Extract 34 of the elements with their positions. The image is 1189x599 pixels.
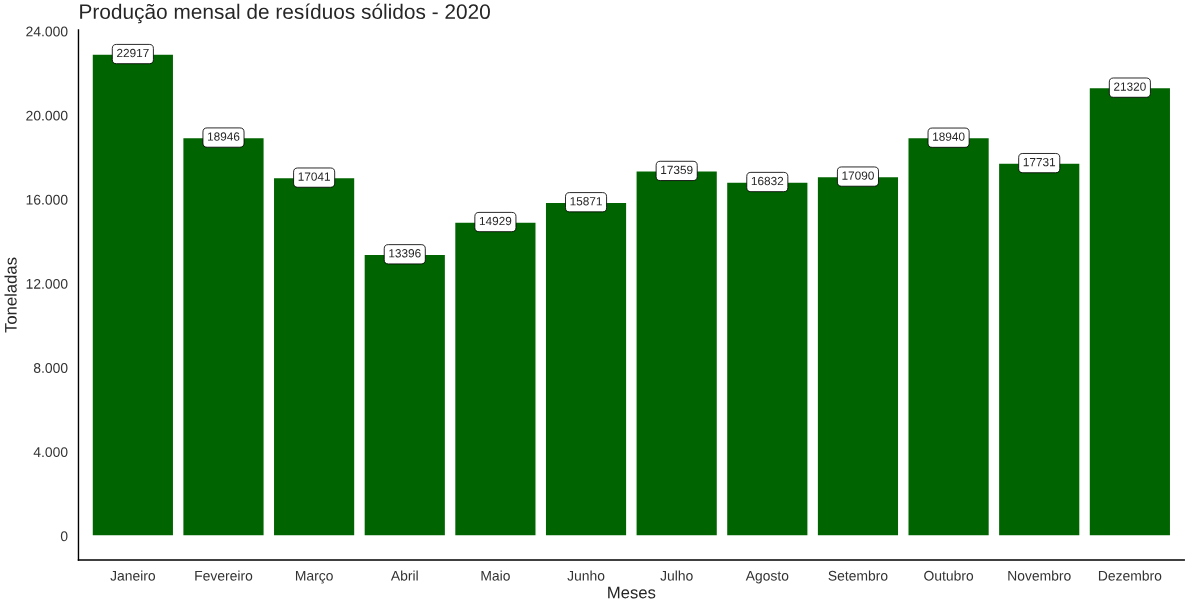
x-tick-label: Março	[295, 570, 333, 584]
y-tick-label: 4.000	[33, 447, 68, 458]
x-tick-label: Junho	[567, 570, 605, 581]
data-label: 17090	[842, 171, 874, 180]
x-tick-label: Fevereiro	[195, 570, 253, 581]
data-label: 17731	[1023, 157, 1056, 167]
x-tick-label: Agosto	[745, 570, 789, 584]
y-tick-label: 0	[60, 531, 68, 542]
y-axis-title: Toneladas	[4, 257, 17, 333]
data-label: 14929	[479, 216, 512, 226]
x-axis-title: Meses	[608, 586, 656, 599]
data-label: 18946	[207, 132, 240, 141]
y-tick-label: 20.000	[26, 110, 68, 121]
x-tick-label: Janeiro	[110, 570, 156, 581]
data-label: 16832	[751, 176, 784, 186]
x-tick-label: Abril	[390, 570, 418, 581]
y-tick-label: 12.000	[26, 278, 68, 289]
data-label: 13396	[389, 249, 421, 258]
data-label: 17041	[298, 172, 330, 181]
x-tick-label: Maio	[481, 570, 510, 581]
x-tick-label: Setembro	[828, 570, 888, 581]
y-tick-label: 8.000	[33, 363, 68, 373]
x-tick-label: Outubro	[924, 570, 974, 581]
x-tick-label: Julho	[660, 570, 693, 581]
data-label: 17359	[661, 165, 693, 175]
data-label: 22917	[117, 48, 149, 58]
x-tick-label: Dezembro	[1098, 570, 1162, 581]
data-label: 21320	[1114, 82, 1146, 91]
y-tick-label: 24.000	[26, 26, 68, 37]
y-tick-label: 16.000	[26, 194, 68, 205]
chart-title: Produção mensal de resíduos sólidos - 2020	[80, 3, 490, 24]
x-tick-label: Novembro	[1008, 570, 1071, 581]
data-label: 15871	[570, 197, 602, 206]
data-label: 18940	[933, 132, 965, 141]
